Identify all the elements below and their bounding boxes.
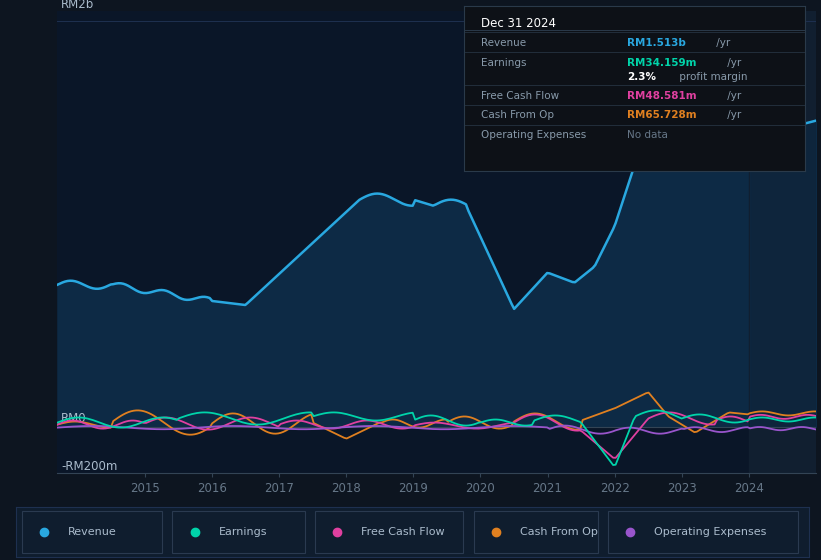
Text: profit margin: profit margin xyxy=(677,72,748,82)
Text: /yr: /yr xyxy=(713,38,731,48)
Text: RM34.159m: RM34.159m xyxy=(627,58,697,68)
Text: /yr: /yr xyxy=(724,58,741,68)
Text: Revenue: Revenue xyxy=(68,527,117,537)
Text: Operating Expenses: Operating Expenses xyxy=(654,527,767,537)
Text: Earnings: Earnings xyxy=(218,527,267,537)
Text: RM65.728m: RM65.728m xyxy=(627,110,697,120)
Text: RM2b: RM2b xyxy=(62,0,94,11)
Text: RM1.513b: RM1.513b xyxy=(627,38,686,48)
Text: Free Cash Flow: Free Cash Flow xyxy=(361,527,445,537)
Text: -RM200m: -RM200m xyxy=(62,460,117,473)
Text: No data: No data xyxy=(627,130,668,141)
Bar xyxy=(749,11,821,473)
Text: Earnings: Earnings xyxy=(481,58,526,68)
Text: RM0: RM0 xyxy=(62,412,87,425)
Text: Operating Expenses: Operating Expenses xyxy=(481,130,586,141)
Text: /yr: /yr xyxy=(724,91,741,101)
Text: Dec 31 2024: Dec 31 2024 xyxy=(481,17,556,30)
Text: Cash From Op: Cash From Op xyxy=(481,110,554,120)
Text: 2.3%: 2.3% xyxy=(627,72,657,82)
Text: Cash From Op: Cash From Op xyxy=(520,527,598,537)
Text: RM48.581m: RM48.581m xyxy=(627,91,697,101)
Text: /yr: /yr xyxy=(724,110,741,120)
Text: Revenue: Revenue xyxy=(481,38,526,48)
Text: Free Cash Flow: Free Cash Flow xyxy=(481,91,559,101)
